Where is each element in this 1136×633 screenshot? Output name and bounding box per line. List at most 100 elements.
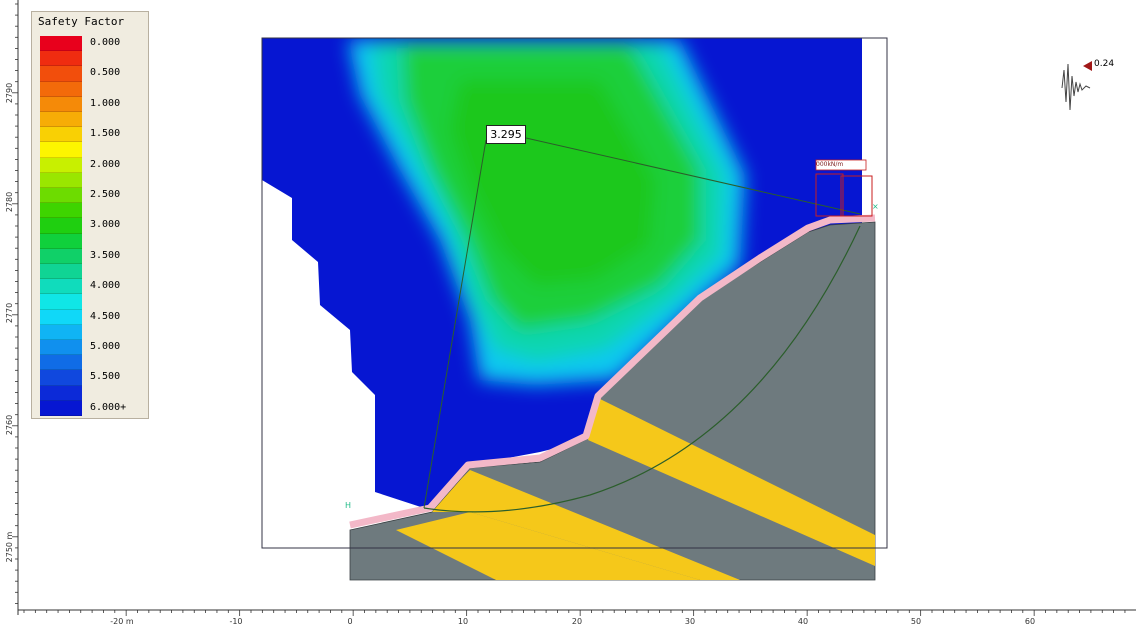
seismic-load-indicator bbox=[1061, 61, 1092, 111]
y-tick-label: 2780 bbox=[5, 192, 14, 212]
legend-item bbox=[40, 355, 146, 371]
legend-item bbox=[40, 294, 146, 310]
legend-value-label: 4.000 bbox=[90, 280, 121, 292]
legend-color-swatch bbox=[40, 96, 82, 112]
load-box-right bbox=[840, 175, 873, 217]
x-tick-label: 0 bbox=[347, 617, 352, 626]
load-box-frame bbox=[815, 159, 867, 171]
legend-item: 2.500 bbox=[40, 188, 146, 204]
legend-color-swatch bbox=[40, 188, 82, 204]
legend-value-label: 3.000 bbox=[90, 219, 121, 231]
legend-item bbox=[40, 81, 146, 97]
legend-color-swatch bbox=[40, 127, 82, 143]
legend-value-label: 4.500 bbox=[90, 310, 121, 322]
legend-color-swatch bbox=[40, 385, 82, 401]
legend-value-label: 0.500 bbox=[90, 67, 121, 79]
x-tick-label: 40 bbox=[798, 617, 808, 626]
x-tick-label: -20 m bbox=[110, 617, 134, 626]
load-magnitude-label: 000kN/m bbox=[816, 161, 844, 168]
legend-item: 6.000+ bbox=[40, 400, 146, 416]
legend-color-swatch bbox=[40, 172, 82, 188]
legend-item: 3.000 bbox=[40, 218, 146, 234]
seismic-coefficient-label: 0.24 bbox=[1094, 59, 1115, 69]
legend-item: 4.000 bbox=[40, 279, 146, 295]
y-axis-ruler: 2790 2780 2770 2760 2750 m bbox=[5, 0, 19, 615]
legend-item bbox=[40, 264, 146, 280]
legend-color-swatch bbox=[40, 51, 82, 67]
x-tick-label: 50 bbox=[911, 617, 921, 626]
legend-color-swatch bbox=[40, 248, 82, 264]
legend-value-label: 1.500 bbox=[90, 128, 121, 140]
legend-color-swatch bbox=[40, 66, 82, 82]
legend-value-label: 2.000 bbox=[90, 158, 121, 170]
legend-color-swatch bbox=[40, 264, 82, 280]
legend-value-label: 2.500 bbox=[90, 189, 121, 200]
legend-color-swatch bbox=[40, 233, 82, 249]
legend-color-swatch bbox=[40, 370, 82, 386]
legend-value-label: 5.500 bbox=[90, 371, 121, 383]
legend-title: Safety Factor bbox=[38, 15, 125, 28]
seismic-arrow-icon bbox=[1083, 61, 1092, 71]
legend-item: 4.500 bbox=[40, 309, 146, 325]
x-axis-ruler: -20 m -10 0 10 20 30 40 50 60 bbox=[18, 609, 1136, 626]
slip-circle-arc bbox=[423, 225, 861, 513]
legend-item: 1.000 bbox=[40, 96, 146, 112]
legend-item bbox=[40, 172, 146, 188]
safety-factor-legend: Safety Factor 0.000 0.500 1.000 1.500 2.000 2… bbox=[31, 11, 149, 419]
legend-value-label: 6.000+ bbox=[90, 401, 127, 413]
model-boundary bbox=[261, 37, 888, 549]
x-tick-label: 60 bbox=[1025, 617, 1035, 626]
weak-layer-lower bbox=[396, 512, 700, 580]
factor-of-safety-label[interactable]: 3.295 bbox=[486, 125, 526, 144]
legend-color-swatch bbox=[40, 112, 82, 128]
weak-layer-middle bbox=[432, 470, 740, 580]
y-tick-label: 2770 bbox=[5, 303, 14, 323]
legend-value-label: 3.500 bbox=[90, 249, 121, 261]
legend-item bbox=[40, 51, 146, 67]
y-tick-label: 2750 m bbox=[5, 531, 14, 562]
legend-item: 5.500 bbox=[40, 370, 146, 386]
legend-item: 2.000 bbox=[40, 157, 146, 173]
slip-exit-marker: × bbox=[872, 202, 879, 211]
legend-item bbox=[40, 142, 146, 158]
legend-color-swatch bbox=[40, 324, 82, 340]
legend-color-swatch bbox=[40, 294, 82, 310]
legend-color-swatch bbox=[40, 400, 82, 416]
legend-color-swatch bbox=[40, 157, 82, 173]
legend-item bbox=[40, 324, 146, 340]
safety-factor-contours bbox=[262, 38, 862, 510]
legend-color-swatch bbox=[40, 81, 82, 97]
legend-value-label: 1.000 bbox=[90, 97, 121, 109]
legend-item: 0.500 bbox=[40, 66, 146, 82]
legend-color-swatch bbox=[40, 218, 82, 234]
legend-item bbox=[40, 233, 146, 249]
legend-item: 5.000 bbox=[40, 340, 146, 356]
surface-layer bbox=[349, 214, 876, 529]
legend-item bbox=[40, 203, 146, 219]
distributed-load bbox=[815, 159, 873, 217]
slip-radius-left bbox=[423, 139, 487, 509]
legend-color-swatch bbox=[40, 355, 82, 371]
y-tick-label: 2760 bbox=[5, 415, 14, 435]
legend-item: 3.500 bbox=[40, 248, 146, 264]
critical-slip-surface: H × bbox=[345, 137, 879, 513]
legend-value-label: 0.000 bbox=[90, 37, 121, 48]
legend-color-swatch bbox=[40, 340, 82, 356]
seismic-waveform bbox=[1061, 63, 1091, 111]
legend-color-swatch bbox=[40, 36, 82, 52]
slip-radius-right bbox=[525, 137, 861, 215]
legend-item: 1.500 bbox=[40, 127, 146, 143]
legend-color-swatch bbox=[40, 309, 82, 325]
weak-layer-upper bbox=[588, 398, 875, 566]
legend-item bbox=[40, 112, 146, 128]
x-tick-label: 30 bbox=[685, 617, 695, 626]
x-axis-ticks bbox=[23, 610, 1126, 616]
legend-color-swatch bbox=[40, 203, 82, 219]
x-tick-label: -10 bbox=[229, 617, 242, 626]
legend-value-label: 5.000 bbox=[90, 341, 121, 352]
legend-color-swatch bbox=[40, 279, 82, 295]
legend-item: 0.000 bbox=[40, 36, 146, 52]
y-axis-ticks bbox=[12, 3, 18, 604]
